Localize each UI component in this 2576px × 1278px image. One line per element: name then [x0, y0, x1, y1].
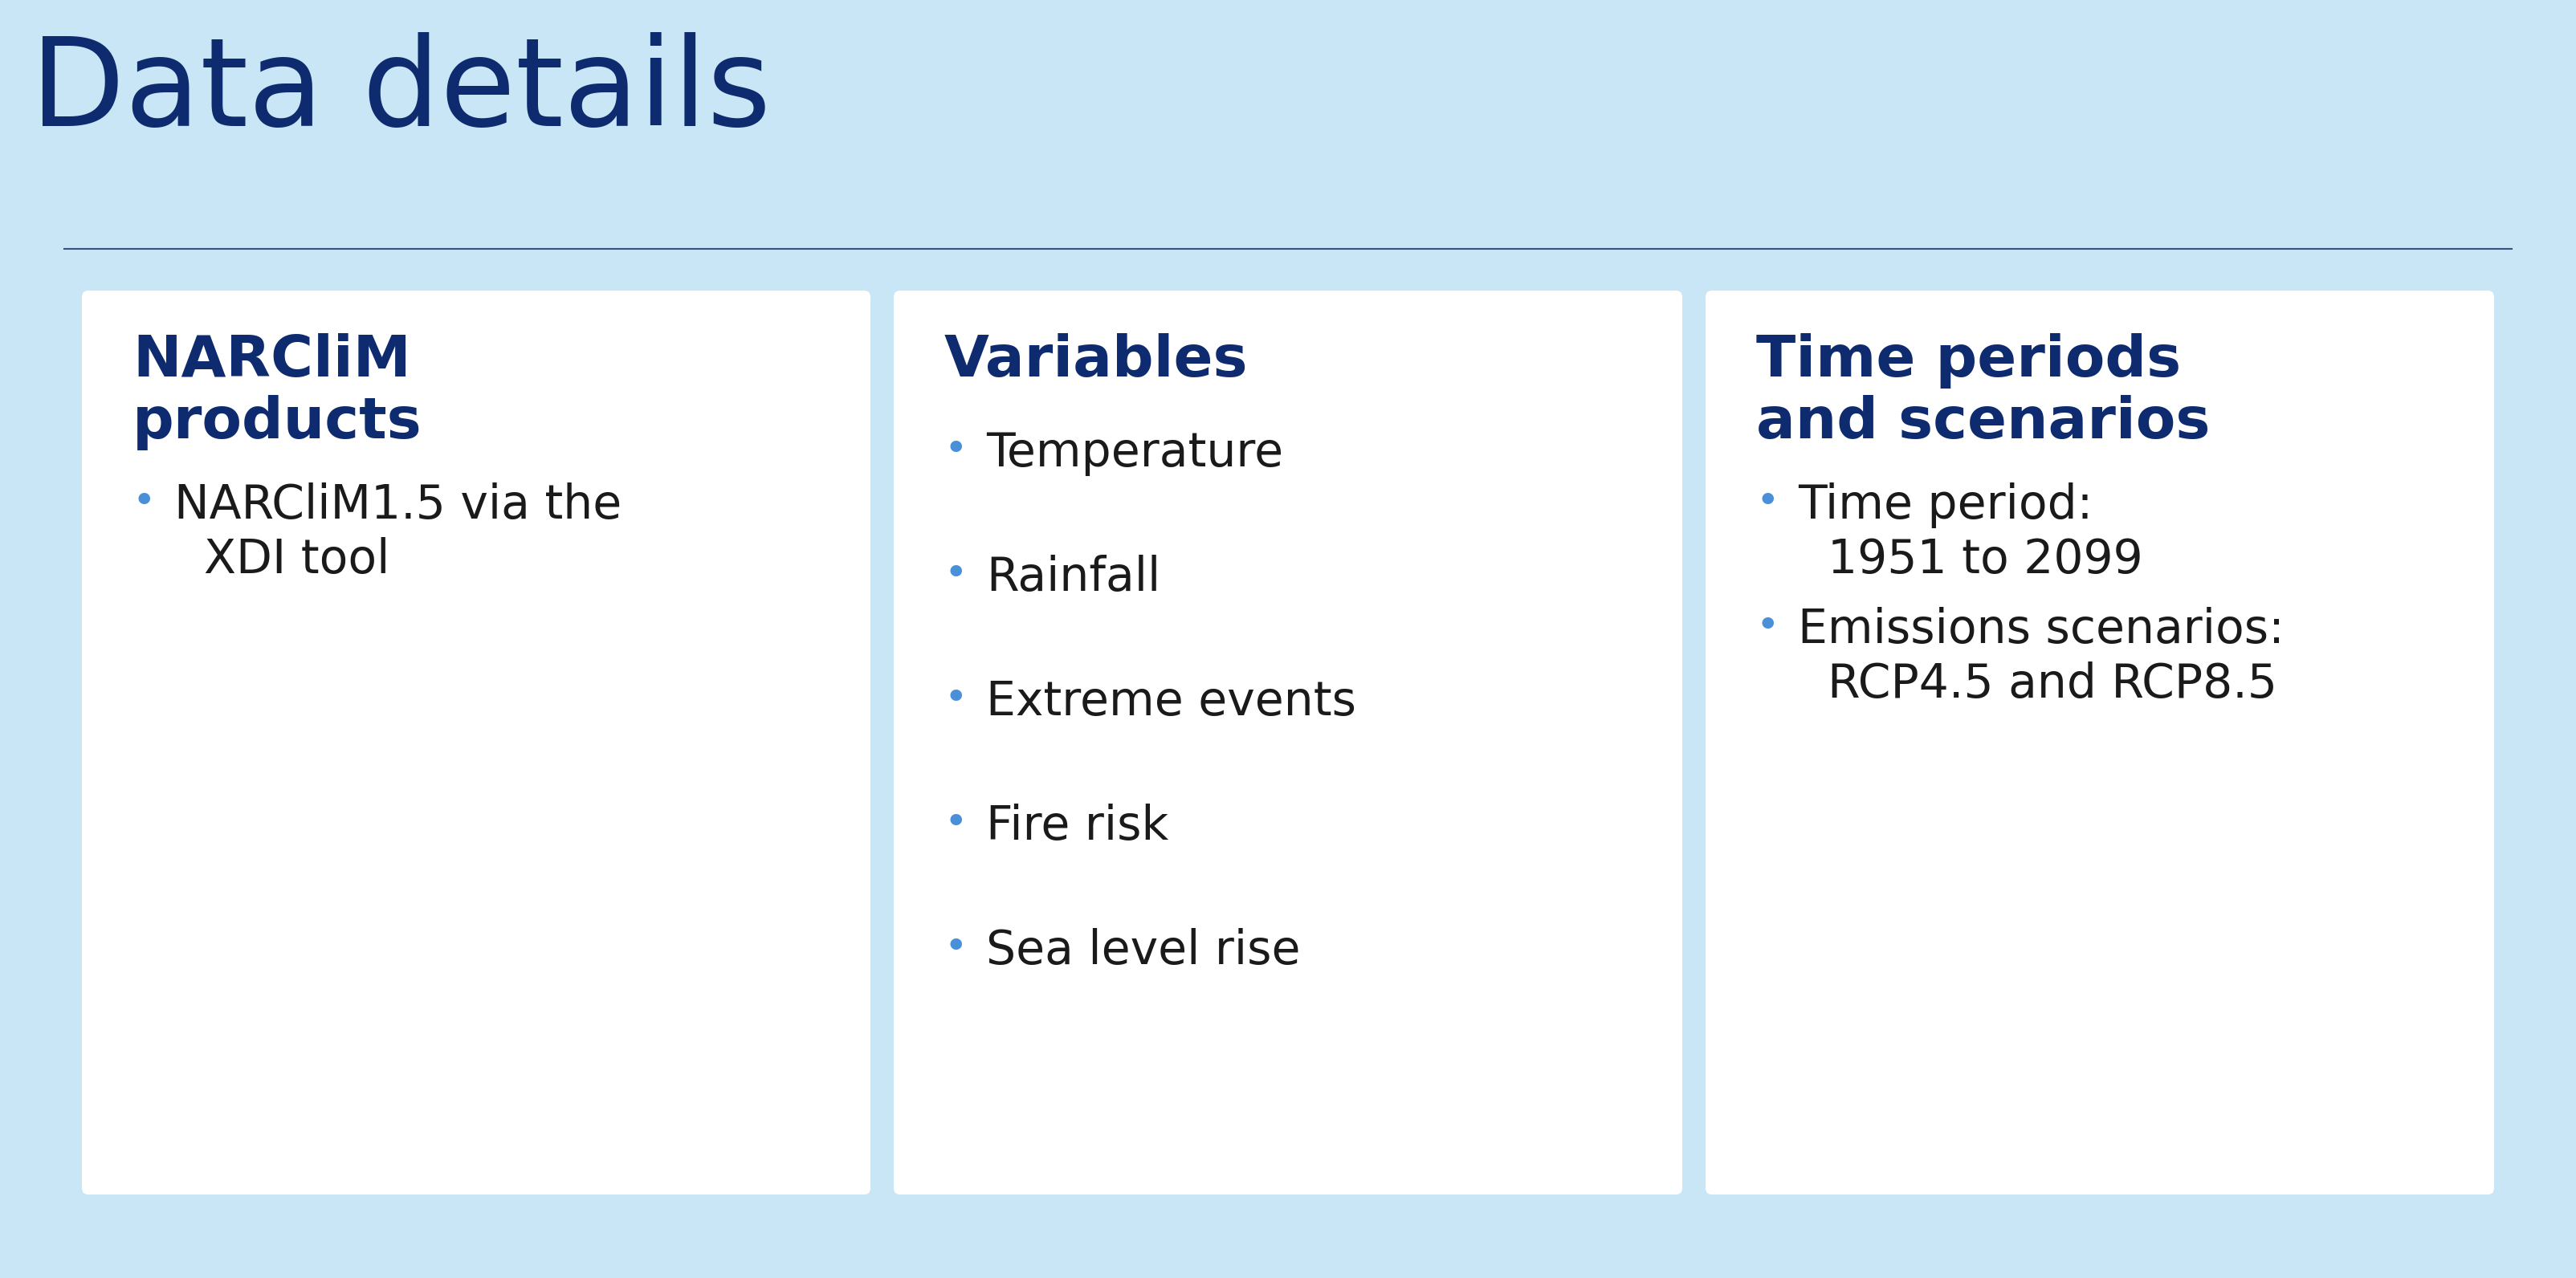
- Text: Rainfall: Rainfall: [987, 555, 1162, 601]
- Text: NARCliM1.5 via the
  XDI tool: NARCliM1.5 via the XDI tool: [175, 483, 621, 583]
- Text: •: •: [945, 679, 969, 717]
- Text: •: •: [1757, 607, 1780, 645]
- Text: Temperature: Temperature: [987, 429, 1283, 475]
- Text: Time period:
  1951 to 2099: Time period: 1951 to 2099: [1798, 483, 2143, 583]
- Text: •: •: [945, 429, 969, 469]
- Text: •: •: [945, 803, 969, 842]
- Text: Sea level rise: Sea level rise: [987, 928, 1301, 974]
- Text: •: •: [1757, 483, 1780, 521]
- FancyBboxPatch shape: [82, 290, 871, 1195]
- Text: NARCliM
products: NARCliM products: [131, 334, 422, 450]
- Text: Extreme events: Extreme events: [987, 679, 1355, 725]
- Text: Data details: Data details: [31, 32, 770, 152]
- Text: •: •: [945, 928, 969, 966]
- Text: •: •: [945, 555, 969, 593]
- Text: Variables: Variables: [945, 334, 1249, 389]
- Text: Emissions scenarios:
  RCP4.5 and RCP8.5: Emissions scenarios: RCP4.5 and RCP8.5: [1798, 607, 2285, 708]
- FancyBboxPatch shape: [894, 290, 1682, 1195]
- Text: Fire risk: Fire risk: [987, 803, 1170, 849]
- Text: •: •: [131, 483, 157, 521]
- Text: Time periods
and scenarios: Time periods and scenarios: [1757, 334, 2210, 450]
- FancyBboxPatch shape: [1705, 290, 2494, 1195]
